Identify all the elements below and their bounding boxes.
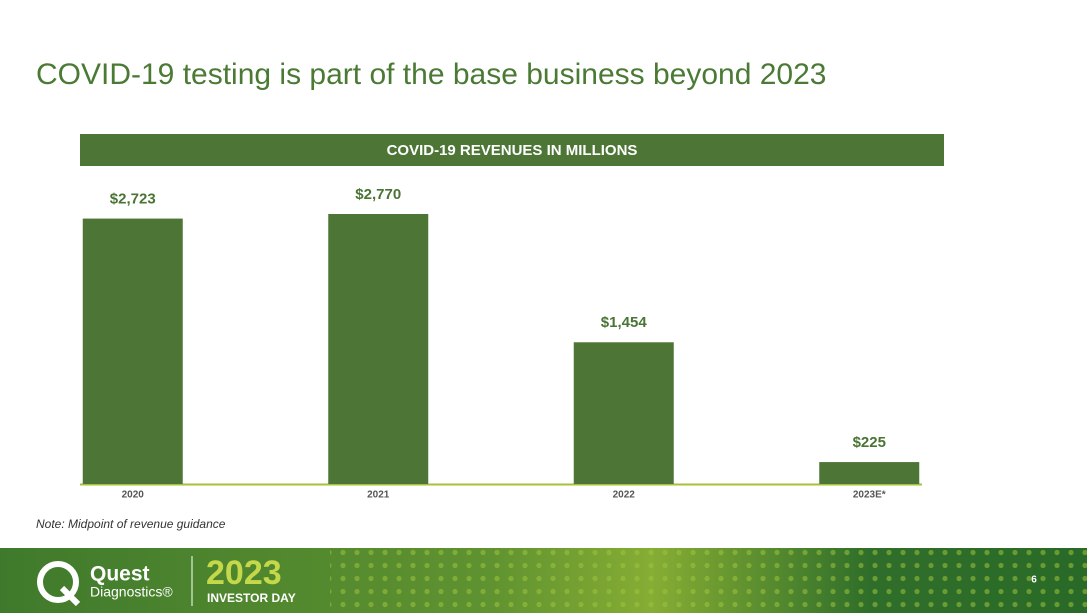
bar [819,462,920,484]
footer: Quest Diagnostics® 2023 INVESTOR DAY 6 [0,548,1087,613]
page-number: 6 [1031,575,1037,586]
value-label: $2,723 [110,191,156,208]
x-tick-label: 2020 [122,490,145,501]
chart-header [80,134,944,166]
year: 2023 [206,554,282,592]
x-tick-label: 2023E* [853,490,886,501]
value-label: $1,454 [601,314,648,331]
slide-title: COVID-19 testing is part of the base bus… [36,58,826,91]
value-label: $225 [853,434,886,451]
bar [573,342,674,484]
x-tick-label: 2022 [613,490,636,501]
bar [82,218,183,484]
footer-dots [330,548,1087,613]
chart-title: COVID-19 REVENUES IN MILLIONS [387,142,638,159]
note: Note: Midpoint of revenue guidance [36,517,226,531]
value-label: $2,770 [355,186,401,203]
brand-sub: Diagnostics® [90,584,173,600]
logo-icon [37,561,79,603]
brand: Quest [90,563,150,586]
x-tick-label: 2021 [367,490,390,501]
bar [328,214,429,484]
logo-tail [59,585,81,607]
event: INVESTOR DAY [207,591,296,605]
